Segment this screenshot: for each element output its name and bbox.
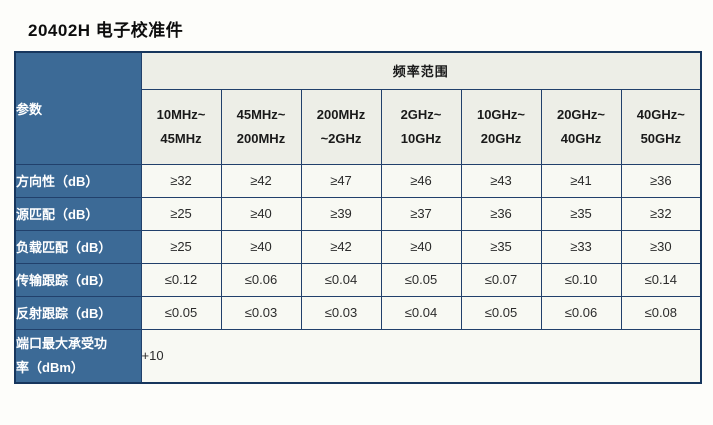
table-row: 负载匹配（dB） ≥25 ≥40 ≥42 ≥40 ≥35 ≥33 ≥30 [14, 229, 702, 264]
value-cell: ≥25 [140, 196, 222, 231]
value-cell: ≥41 [540, 163, 622, 198]
table-row-max-power: 端口最大承受功 率（dBm） +10 [14, 328, 702, 383]
row-label-line1: 端口最大承受功 [16, 335, 108, 351]
value-cell: ≤0.14 [620, 262, 702, 297]
value-cell: ≥32 [620, 196, 702, 231]
col-header-line1: 10GHz~ [476, 106, 526, 122]
col-header-line1: 45MHz~ [236, 106, 286, 122]
col-header-band: 40GHz~ 50GHz [620, 88, 702, 165]
col-header-line1: 20GHz~ [556, 106, 606, 122]
col-header-line1: 40GHz~ [636, 106, 685, 122]
value-cell: ≥37 [380, 196, 462, 231]
row-label: 反射跟踪（dB） [14, 295, 142, 330]
value-cell: ≥40 [220, 196, 302, 231]
value-cell: ≥30 [620, 229, 702, 264]
value-cell: ≥47 [300, 163, 382, 198]
value-cell: ≥25 [140, 229, 222, 264]
value-cell: ≤0.06 [220, 262, 302, 297]
value-cell: ≤0.05 [140, 295, 222, 330]
col-header-band: 10MHz~ 45MHz [140, 88, 222, 165]
header-row-bands: 10MHz~ 45MHz 45MHz~ 200MHz 200MHz ~2GHz 2GHz~ 1… [15, 88, 702, 165]
spec-table: 参数 频率范围 10MHz~ 45MHz 45MHz~ 200MHz 200MHz ~2GHz… [14, 51, 703, 384]
row-label-line2: 率（dBm） [16, 359, 84, 375]
value-cell: ≤0.04 [300, 262, 382, 297]
header-row-frequency-range: 参数 频率范围 [14, 51, 702, 165]
value-cell: ≥35 [540, 196, 622, 231]
param-header-cell: 参数 [14, 51, 142, 165]
col-header-line2: 40GHz [560, 130, 602, 146]
col-header-band: 20GHz~ 40GHz [540, 88, 622, 165]
col-header-line1: 2GHz~ [400, 106, 442, 122]
value-cell: ≥43 [460, 163, 542, 198]
value-cell: ≤0.12 [140, 262, 222, 297]
col-header-line2: ~2GHz [320, 130, 362, 146]
row-label: 源匹配（dB） [14, 196, 142, 231]
value-cell: ≤0.04 [380, 295, 462, 330]
value-cell: ≤0.03 [300, 295, 382, 330]
value-cell: ≤0.05 [460, 295, 542, 330]
value-cell: ≥32 [140, 163, 222, 198]
table-row: 传输跟踪（dB） ≤0.12 ≤0.06 ≤0.04 ≤0.05 ≤0.07 ≤0.10 ≤0… [14, 262, 702, 297]
row-label: 方向性（dB） [14, 163, 142, 198]
col-header-band: 10GHz~ 20GHz [460, 88, 542, 165]
value-cell: ≤0.10 [540, 262, 622, 297]
col-header-band: 2GHz~ 10GHz [380, 88, 462, 165]
col-header-line2: 50GHz [640, 130, 682, 146]
value-cell: ≤0.08 [620, 295, 702, 330]
max-power-value-cell: +10 [140, 328, 702, 383]
col-header-line2: 45MHz [160, 130, 202, 146]
value-cell: ≥42 [300, 229, 382, 264]
value-cell: ≥42 [220, 163, 302, 198]
value-cell: ≥33 [540, 229, 622, 264]
value-cell: ≥40 [380, 229, 462, 264]
col-header-line2: 20GHz [480, 130, 522, 146]
value-cell: ≤0.07 [460, 262, 542, 297]
col-header-line2: 10GHz [400, 130, 442, 146]
value-cell: ≤0.03 [220, 295, 302, 330]
value-cell: ≥36 [620, 163, 702, 198]
row-label-max-power: 端口最大承受功 率（dBm） [14, 328, 142, 383]
value-cell: ≥35 [460, 229, 542, 264]
row-label: 传输跟踪（dB） [14, 262, 142, 297]
page-title: 20402H 电子校准件 [28, 21, 184, 40]
value-cell: ≥46 [380, 163, 462, 198]
col-header-line2: 200MHz [236, 130, 286, 146]
table-row: 源匹配（dB） ≥25 ≥40 ≥39 ≥37 ≥36 ≥35 ≥32 [14, 196, 702, 231]
col-header-band: 200MHz ~2GHz [300, 88, 382, 165]
table-row: 方向性（dB） ≥32 ≥42 ≥47 ≥46 ≥43 ≥41 ≥36 [14, 163, 702, 198]
col-header-line1: 10MHz~ [156, 106, 206, 122]
value-cell: ≤0.06 [540, 295, 622, 330]
col-header-band: 45MHz~ 200MHz [220, 88, 302, 165]
value-cell: ≥39 [300, 196, 382, 231]
value-cell: ≥36 [460, 196, 542, 231]
table-row: 反射跟踪（dB） ≤0.05 ≤0.03 ≤0.03 ≤0.04 ≤0.05 ≤0.06 ≤0… [14, 295, 702, 330]
frequency-range-header-cell: 频率范围 [140, 51, 702, 90]
col-header-line1: 200MHz [316, 106, 366, 122]
row-label: 负载匹配（dB） [14, 229, 142, 264]
value-cell: ≥40 [220, 229, 302, 264]
value-cell: ≤0.05 [380, 262, 462, 297]
